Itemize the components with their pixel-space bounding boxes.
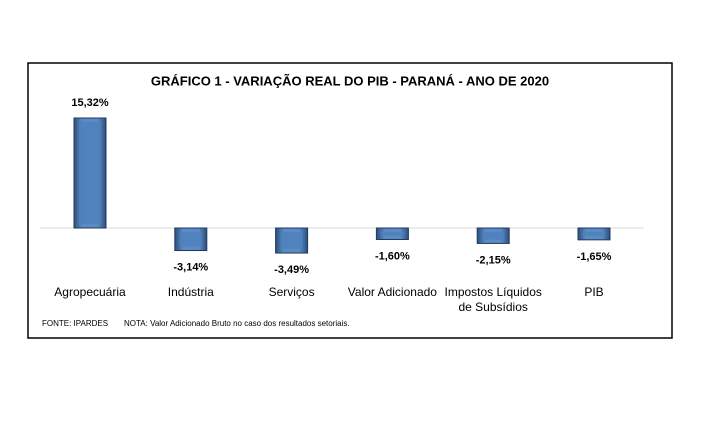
- data-label: -1,60%: [375, 250, 410, 262]
- data-label: -2,15%: [476, 254, 511, 266]
- bar-bevel: [79, 122, 101, 224]
- bar-bevel: [179, 232, 202, 247]
- bar-bevel: [280, 232, 303, 250]
- x-tick-label: Impostos Líquidos de Subsídios: [444, 285, 542, 314]
- data-label: -3,49%: [274, 264, 309, 276]
- bar-bevel: [482, 232, 505, 240]
- x-tick-label: Serviços: [268, 285, 315, 299]
- chart-title: GRÁFICO 1 - VARIAÇÃO REAL DO PIB - PARAN…: [151, 73, 549, 88]
- bar-bevel: [381, 232, 404, 236]
- x-tick-label: Valor Adicionado: [347, 285, 437, 299]
- data-label: -1,65%: [577, 251, 612, 263]
- source: FONTE: IPARDES: [42, 319, 108, 328]
- bar-bevel: [583, 232, 605, 236]
- data-label: -3,14%: [173, 261, 208, 273]
- x-tick-label: Agropecuária: [54, 285, 126, 299]
- chart-frame: [27, 62, 673, 339]
- x-tick-label: PIB: [584, 285, 604, 299]
- data-label: 15,32%: [71, 97, 109, 109]
- x-tick-label: Indústria: [167, 285, 214, 299]
- note: NOTA: Valor Adicionado Bruto no caso dos…: [124, 319, 350, 328]
